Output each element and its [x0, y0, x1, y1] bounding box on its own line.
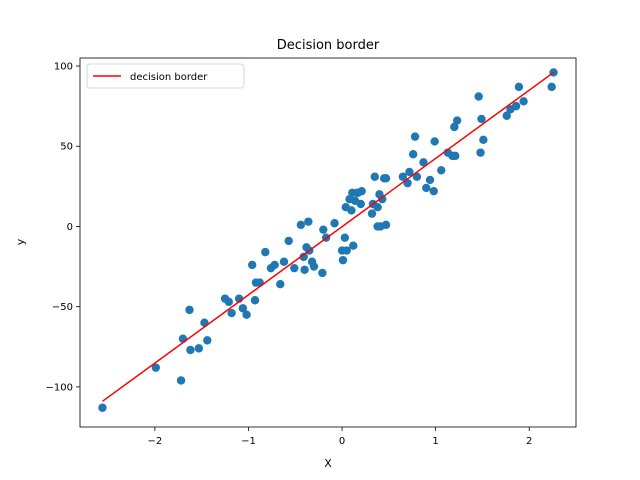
scatter-point	[338, 255, 348, 265]
scatter-point	[398, 172, 408, 181]
scatter-point	[370, 172, 379, 181]
scatter-point	[519, 97, 528, 106]
scatter-point	[381, 220, 391, 230]
chart-title: Decision border	[277, 38, 380, 53]
y-axis-ticks: −100 −50 0 50 100	[46, 62, 80, 393]
scatter-point	[422, 183, 431, 193]
scatter-point	[356, 199, 365, 209]
scatter-point	[476, 148, 485, 157]
scatter-point	[186, 345, 195, 355]
scatter-point	[437, 166, 446, 175]
scatter-point	[429, 186, 438, 196]
x-axis-label: X	[324, 457, 332, 470]
scatter-point	[479, 135, 488, 145]
x-axis-ticks: −2 −1 0 1 2	[147, 427, 532, 447]
scatter-point	[340, 233, 350, 242]
scatter-point	[247, 260, 257, 270]
scatter-point	[255, 278, 264, 287]
scatter-point	[451, 151, 460, 161]
plot-area	[98, 68, 558, 412]
y-axis-label: y	[14, 238, 27, 245]
x-tick-label: 0	[339, 436, 345, 447]
x-tick-label: −1	[241, 436, 256, 447]
scatter-point	[227, 308, 236, 318]
scatter-point	[474, 92, 483, 101]
x-tick-label: −2	[147, 436, 162, 447]
scatter-point	[284, 236, 293, 246]
scatter-point	[279, 257, 289, 266]
scatter-point	[178, 334, 188, 343]
scatter-point	[408, 150, 418, 159]
x-tick-label: 1	[432, 436, 438, 447]
scatter-point	[309, 262, 319, 271]
y-tick-label: 100	[54, 62, 73, 73]
scatter-point	[319, 225, 328, 234]
scatter-point	[330, 219, 339, 228]
scatter-point	[502, 111, 511, 120]
scatter-point	[419, 158, 428, 167]
scatter-point	[290, 263, 299, 273]
scatter-point	[176, 376, 186, 385]
scatter-point	[185, 305, 194, 315]
scatter-point	[430, 137, 439, 146]
scatter-point	[276, 280, 285, 289]
scatter-point	[381, 174, 391, 183]
scatter-point	[296, 220, 306, 230]
scatter-point	[373, 203, 382, 212]
scatter-point	[224, 297, 233, 307]
scatter-point	[425, 175, 435, 185]
scatter-point	[318, 268, 327, 278]
x-tick-label: 2	[526, 436, 532, 447]
legend: decision border	[86, 63, 245, 89]
scatter-point	[250, 296, 260, 305]
scatter-point	[514, 82, 524, 92]
legend-label-decision-border: decision border	[130, 72, 208, 83]
y-tick-label: 0	[67, 222, 73, 233]
y-tick-label: −50	[52, 302, 73, 313]
scatter-point	[477, 114, 486, 124]
scatter-point	[98, 403, 107, 412]
scatter-point	[547, 82, 556, 92]
scatter-point	[203, 336, 212, 345]
scatter-point	[270, 260, 279, 270]
decision-border-line	[102, 71, 554, 402]
scatter-point	[300, 265, 309, 274]
scatter-point	[242, 310, 251, 319]
legend-box	[86, 63, 245, 89]
scatter-point	[304, 217, 313, 226]
scatter-point	[194, 344, 204, 353]
scatter-point	[452, 116, 462, 125]
scatter-point	[450, 122, 459, 132]
y-tick-label: −100	[46, 382, 73, 393]
scatter-point	[511, 101, 521, 111]
y-tick-label: 50	[60, 142, 73, 153]
scatter-point	[151, 363, 161, 372]
scatter-point	[410, 132, 420, 141]
scatter-point	[405, 167, 414, 177]
scatter-point	[238, 304, 248, 313]
scatter-point	[261, 247, 270, 257]
scatter-point	[367, 209, 377, 218]
scatter-point	[342, 246, 351, 255]
scatter-point	[357, 186, 366, 196]
scatter-point	[349, 241, 358, 250]
scatter-point	[412, 172, 422, 181]
scatter-point	[347, 206, 356, 215]
scatter-point	[299, 252, 308, 262]
axes-frame	[79, 57, 577, 428]
scatter-point	[378, 194, 387, 204]
